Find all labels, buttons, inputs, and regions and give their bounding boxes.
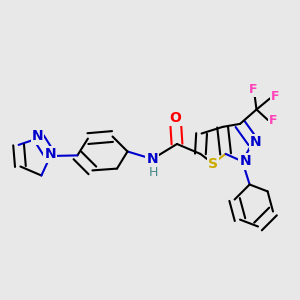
Text: H: H bbox=[149, 166, 159, 179]
Text: F: F bbox=[271, 90, 280, 104]
Text: N: N bbox=[240, 154, 251, 168]
Text: N: N bbox=[147, 152, 158, 166]
Text: N: N bbox=[45, 148, 56, 161]
Text: O: O bbox=[169, 111, 181, 124]
Text: N: N bbox=[32, 130, 43, 143]
Text: F: F bbox=[249, 82, 257, 96]
Text: N: N bbox=[250, 135, 262, 149]
Text: S: S bbox=[208, 157, 218, 170]
Text: F: F bbox=[269, 113, 278, 127]
